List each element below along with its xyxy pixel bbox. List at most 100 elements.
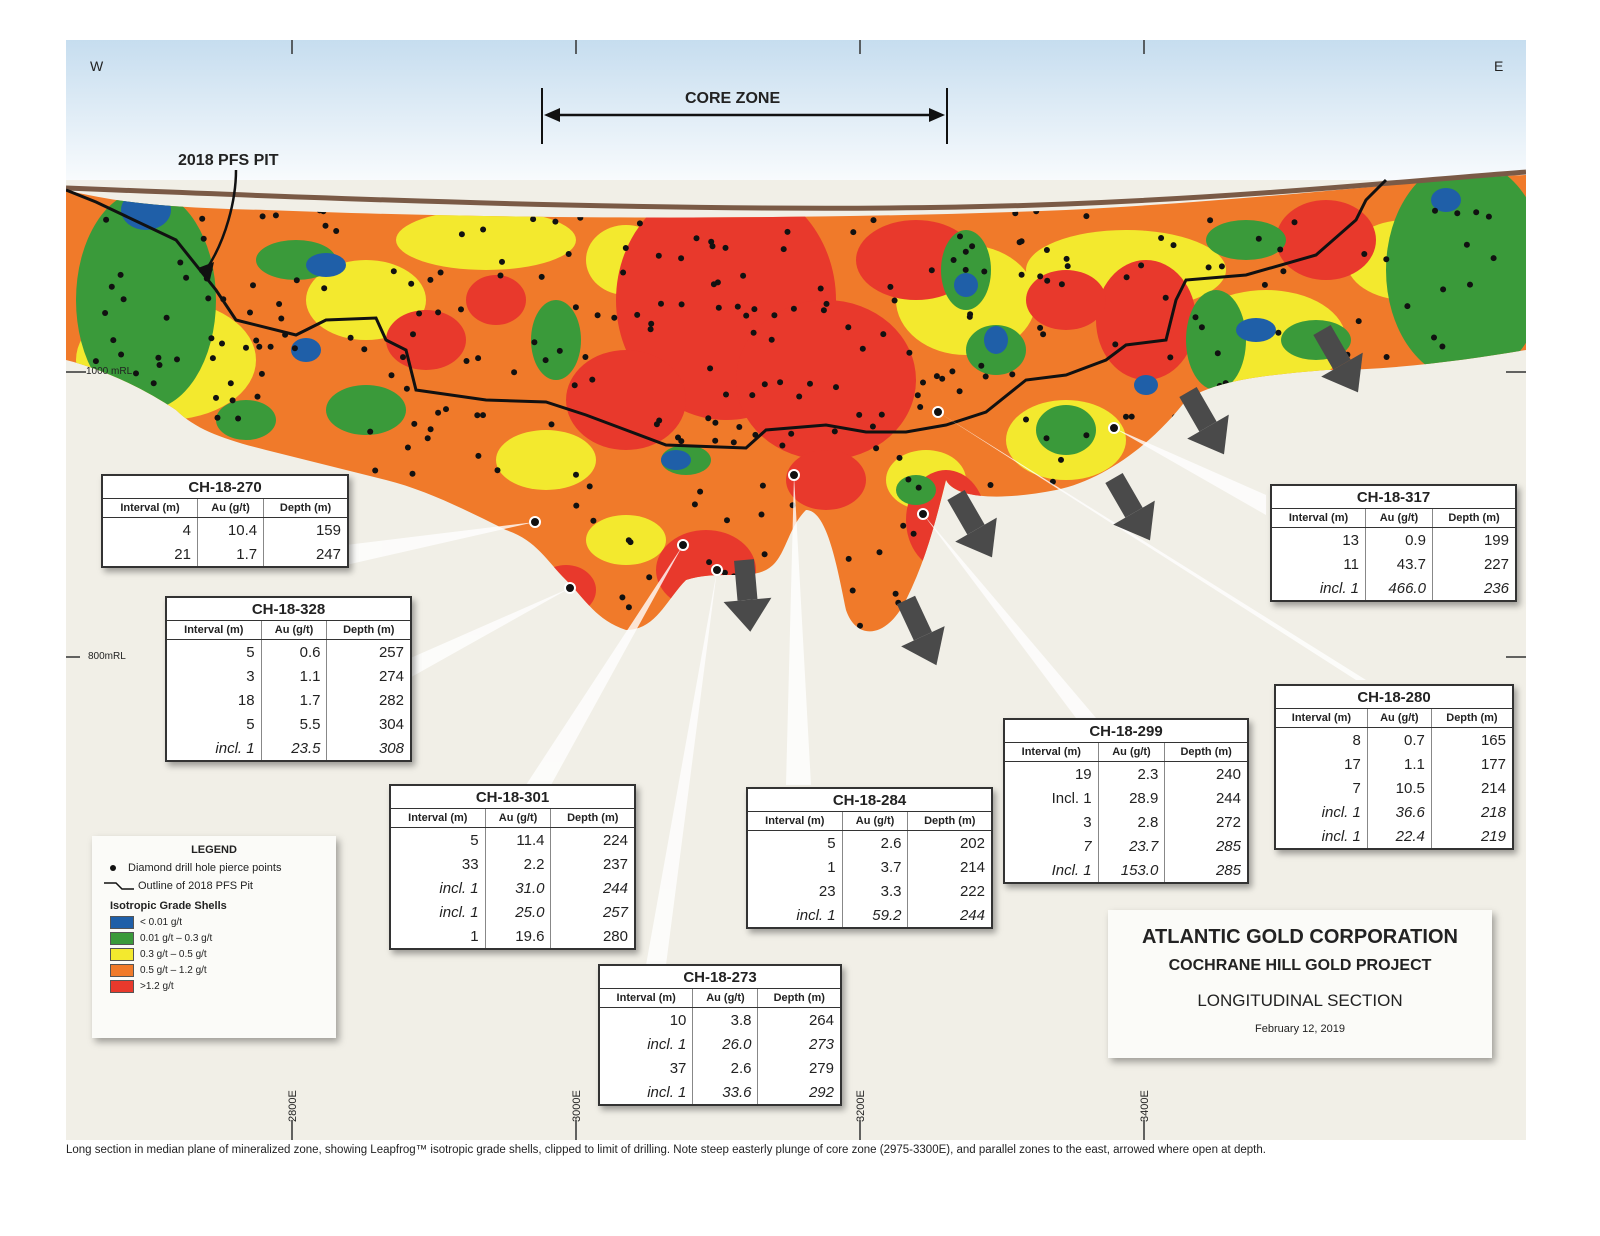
drill-point: [1083, 213, 1090, 220]
drill-point: [1361, 251, 1368, 257]
assay-row: incl. 1 26.0 273: [600, 1032, 840, 1056]
drill-point: [200, 235, 207, 242]
interval-cell: 17: [1344, 755, 1361, 773]
depth-cell: 257: [550, 900, 634, 924]
drill-point: [891, 297, 898, 304]
au-cell: 1.1: [260, 664, 327, 688]
drill-point: [589, 376, 596, 383]
header-interval: Interval (m): [167, 621, 262, 640]
drill-point: [715, 304, 722, 311]
drill-point: [759, 482, 766, 489]
drill-point: [721, 569, 728, 576]
drill-point: [892, 590, 899, 597]
interval-cell: 18: [237, 691, 255, 709]
drill-point: [723, 391, 729, 398]
au-cell: 2.8: [1097, 810, 1165, 834]
drill-point: [367, 428, 374, 435]
depth-cell: 222: [907, 879, 991, 903]
depth-cell: 285: [1164, 834, 1247, 858]
drill-point: [933, 373, 940, 380]
drill-point: [939, 375, 946, 382]
legend-shell-label: 0.01 g/t – 0.3 g/t: [140, 933, 213, 944]
au-cell: 2.3: [1097, 761, 1165, 786]
depth-arrow-3: [947, 489, 997, 558]
callout-title: CH-18-328: [167, 598, 410, 621]
interval-cell: 1: [827, 858, 836, 876]
drill-point: [833, 384, 839, 391]
header-au: Au (g/t): [841, 812, 908, 831]
drill-point: [254, 393, 261, 400]
interval-cell: 23: [818, 882, 836, 900]
drill-point: [410, 331, 416, 338]
callout-title: CH-18-270: [103, 476, 347, 499]
drill-point: [1454, 210, 1461, 217]
drill-point: [705, 415, 712, 422]
au-cell: 31.0: [484, 876, 551, 900]
callout-pierce-points: [529, 406, 1120, 594]
drill-point: [256, 343, 263, 350]
drill-point: [693, 235, 700, 242]
assay-row: incl. 1 59.2 244: [748, 903, 991, 927]
legend-swatch: [110, 948, 134, 961]
drill-point: [611, 314, 618, 321]
assay-table: Interval (m) Au (g/t) Depth (m) 19 2.3 240 Inc…: [1005, 743, 1247, 882]
depth-cell: 264: [757, 1007, 840, 1032]
depth-cell: 285: [1164, 858, 1247, 882]
drill-point: [118, 351, 125, 358]
drill-point: [1018, 238, 1025, 245]
drill-point: [276, 301, 283, 307]
legend-shell-row: 0.01 g/t – 0.3 g/t: [110, 932, 336, 945]
drill-point: [914, 392, 921, 399]
assay-row: 1 3.7 214: [748, 855, 991, 879]
header-au: Au (g/t): [1097, 743, 1165, 762]
au-cell: 22.4: [1366, 824, 1432, 848]
drill-point: [820, 307, 827, 314]
drill-point: [949, 368, 956, 375]
drill-point: [697, 488, 704, 495]
depth-cell: 282: [326, 688, 410, 712]
drill-point: [788, 430, 795, 437]
depth-cell: 240: [1164, 761, 1247, 786]
interval-cell: 5: [246, 643, 255, 661]
assay-header-row: Interval (m) Au (g/t) Depth (m): [748, 812, 991, 831]
depth-cell: 214: [907, 855, 991, 879]
legend-swatch: [110, 932, 134, 945]
depth-cell: 247: [263, 542, 347, 566]
drill-point: [749, 392, 756, 399]
au-cell: 153.0: [1097, 858, 1165, 882]
drill-point: [458, 231, 465, 238]
easting-3400: 3400E: [1139, 1090, 1151, 1122]
assay-row: 1 19.6 280: [391, 924, 634, 948]
drill-point: [678, 301, 685, 308]
assay-row: 8 0.7 165: [1276, 727, 1512, 752]
drill-point: [174, 356, 180, 363]
callout-beams: [346, 412, 1366, 965]
drill-point: [110, 337, 117, 344]
drill-point: [634, 311, 641, 318]
depth-cell: 199: [1431, 527, 1515, 552]
au-cell: 25.0: [484, 900, 551, 924]
legend-shell-row: < 0.01 g/t: [110, 916, 336, 929]
core-zone-arrow-left: [544, 108, 560, 122]
easting-2800: 2800E: [287, 1090, 299, 1122]
depth-cell: 272: [1164, 810, 1247, 834]
header-depth: Depth (m): [550, 809, 634, 828]
header-au: Au (g/t): [1366, 709, 1432, 728]
drill-point: [258, 370, 265, 377]
depth-cell: 257: [326, 639, 410, 664]
assay-row: 21 1.7 247: [103, 542, 347, 566]
assay-row: 7 10.5 214: [1276, 776, 1512, 800]
drill-point: [619, 594, 626, 601]
drill-point: [416, 310, 423, 317]
legend-shells: < 0.01 g/t 0.01 g/t – 0.3 g/t 0.3 g/t – 0.…: [92, 916, 336, 993]
assay-row: 11 43.7 227: [1272, 552, 1515, 576]
sky: [66, 40, 1526, 200]
drill-point: [870, 217, 877, 224]
drill-point: [784, 228, 791, 235]
drill-point: [620, 269, 627, 276]
assay-table: Interval (m) Au (g/t) Depth (m) 10 3.8 264 inc…: [600, 989, 840, 1104]
bottom-ticks: [291, 1120, 1145, 1140]
drill-point: [267, 343, 274, 350]
drill-point: [876, 549, 883, 556]
drill-point: [542, 357, 549, 364]
